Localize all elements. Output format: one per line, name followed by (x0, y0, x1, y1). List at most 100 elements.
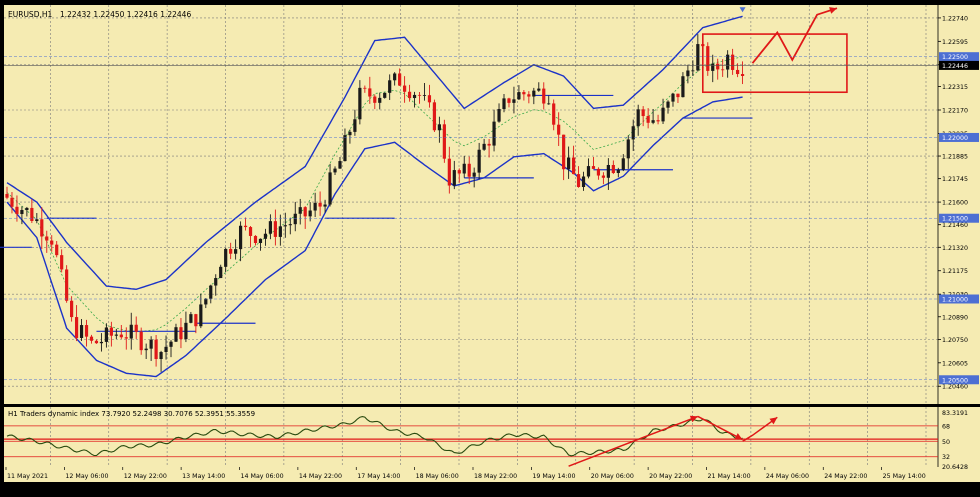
candle-body (229, 248, 233, 254)
candle-body (348, 131, 352, 136)
candle-body (164, 346, 168, 353)
candle-body (636, 109, 640, 127)
time-tick-label: 12 May 22:00 (124, 473, 167, 480)
time-tick-label: 25 May 14:00 (883, 473, 926, 480)
candle-body (333, 168, 337, 173)
period-marker-icon (739, 7, 746, 13)
candle-body (65, 269, 69, 301)
candle-body (234, 249, 238, 254)
candle-body (721, 69, 725, 71)
candle-body (273, 221, 277, 237)
level-tag-bg (939, 52, 979, 62)
candle-body (263, 233, 268, 239)
candle-body (591, 166, 596, 169)
candle-body (109, 327, 113, 336)
level-tag-label: 1.21000 (942, 297, 968, 304)
indicator-projection-arrow-head (769, 417, 778, 425)
candle-body (184, 322, 188, 340)
annotations (701, 7, 848, 94)
candle-body (55, 244, 59, 256)
candle-body (119, 334, 123, 338)
price-tick-label: 1.21460 (942, 222, 968, 229)
projection-box (701, 33, 848, 94)
candle-body (243, 225, 248, 228)
ohlc-header: 1.22432 1.22450 1.22416 1.22446 (60, 10, 191, 19)
candle-body (383, 92, 387, 98)
candle-body (711, 63, 715, 71)
level-tag-label: 1.22000 (942, 135, 968, 142)
level-tag-bg (939, 213, 979, 223)
candle-body (502, 98, 506, 110)
candle-body (10, 197, 14, 207)
candle-body (313, 202, 317, 211)
price-tick-label: 1.20890 (942, 314, 968, 321)
price-tick-label: 1.22170 (942, 108, 968, 115)
candle-body (74, 317, 79, 338)
price-tick-label: 1.21600 (942, 200, 968, 207)
candle-body (576, 174, 581, 187)
candle-body (477, 149, 481, 173)
time-tick-label: 24 May 22:00 (824, 473, 867, 480)
candle-body (562, 134, 566, 170)
candle-body (318, 202, 322, 207)
price-axis: 1.227401.225951.224501.223151.221701.220… (4, 5, 979, 404)
projection-arrow-path (751, 7, 838, 64)
candle-body (169, 341, 173, 347)
candle-body (472, 172, 476, 177)
candles (5, 33, 745, 372)
candle-body (368, 88, 372, 97)
candle-body (204, 298, 208, 305)
candle-body (706, 46, 710, 71)
candle-body (25, 207, 29, 211)
candle-body (159, 352, 163, 360)
indicator-tick-label: 20.6428 (942, 464, 968, 471)
candle-body (403, 85, 407, 92)
candle-body (522, 92, 526, 95)
price-tick-label: 1.22595 (942, 39, 968, 46)
price-tick-label: 1.21885 (942, 154, 968, 161)
candle-body (104, 327, 108, 342)
candle-body (601, 175, 605, 178)
indicator-tick-label: 83.3191 (942, 410, 968, 417)
candle-body (224, 248, 228, 267)
candle-body (462, 163, 466, 174)
candle-body (527, 94, 531, 97)
candle-body (129, 324, 133, 339)
candle-body (656, 120, 660, 122)
candle-body (676, 93, 680, 98)
level-tag-bg (939, 294, 979, 304)
main-plot-area[interactable] (4, 5, 938, 404)
candle-body (373, 96, 377, 103)
price-tick-label: 1.20750 (942, 337, 968, 344)
candle-body (238, 225, 243, 250)
candle-body (268, 221, 273, 234)
candle-body (358, 87, 362, 120)
time-tick-label: 14 May 22:00 (299, 473, 342, 480)
time-tick-label: 13 May 14:00 (182, 473, 225, 480)
price-tick-label: 1.21745 (942, 176, 968, 183)
candle-body (5, 194, 9, 198)
candle-body (457, 170, 461, 174)
candle-body (407, 91, 412, 99)
candle-body (581, 176, 586, 187)
candle-body (253, 235, 258, 244)
candle-body (547, 103, 551, 105)
indicator-tick-label: 32 (942, 454, 950, 461)
candle-body (293, 213, 297, 225)
candle-body (626, 139, 630, 159)
candle-body (99, 341, 104, 344)
candle-body (248, 227, 253, 236)
time-tick-label: 24 May 06:00 (766, 473, 809, 480)
candle-body (726, 54, 730, 70)
time-tick-label: 19 May 14:00 (532, 473, 575, 480)
candle-body (497, 109, 501, 122)
candle-body (731, 54, 735, 70)
candle-body (174, 327, 178, 342)
candle-body (442, 124, 446, 159)
indicator-label: H1 Traders dynamic index 73.7920 52.2498… (8, 410, 255, 418)
price-axis-area (938, 5, 980, 404)
candle-body (537, 88, 541, 91)
candle-body (323, 204, 327, 207)
candle-body (40, 219, 44, 237)
